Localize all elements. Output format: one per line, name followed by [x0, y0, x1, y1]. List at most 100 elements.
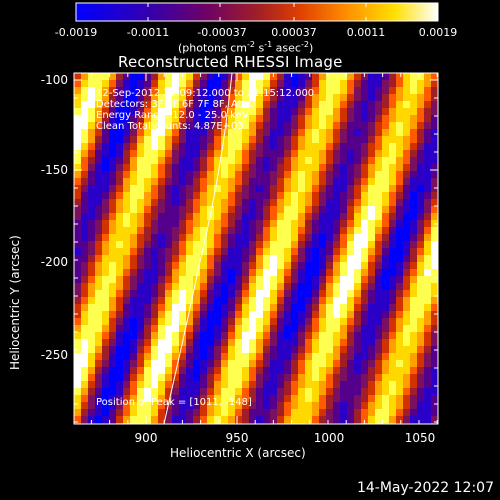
image-pixel	[319, 409, 327, 417]
image-pixel	[312, 388, 320, 396]
image-pixel	[165, 227, 173, 235]
image-pixel	[172, 199, 180, 207]
image-pixel	[333, 283, 341, 291]
image-pixel	[102, 143, 110, 151]
image-pixel	[333, 297, 341, 305]
image-pixel	[116, 304, 124, 312]
image-pixel	[410, 346, 418, 354]
image-pixel	[200, 192, 208, 200]
image-pixel	[298, 318, 306, 326]
image-pixel	[375, 206, 383, 214]
image-pixel	[396, 234, 404, 242]
image-pixel	[116, 248, 124, 256]
image-pixel	[179, 94, 187, 102]
image-pixel	[417, 311, 425, 319]
image-pixel	[228, 241, 236, 249]
image-pixel	[256, 269, 264, 277]
image-pixel	[123, 73, 131, 81]
image-pixel	[382, 297, 390, 305]
image-pixel	[424, 192, 432, 200]
image-pixel	[109, 276, 117, 284]
image-pixel	[396, 402, 404, 410]
image-pixel	[165, 122, 173, 130]
image-pixel	[410, 73, 418, 81]
image-pixel	[158, 192, 166, 200]
image-pixel	[235, 367, 243, 375]
image-pixel	[326, 283, 334, 291]
image-pixel	[319, 150, 327, 158]
image-pixel	[130, 80, 138, 88]
image-pixel	[277, 416, 285, 424]
image-pixel	[298, 339, 306, 347]
image-pixel	[158, 157, 166, 165]
image-pixel	[172, 339, 180, 347]
image-pixel	[151, 227, 159, 235]
image-pixel	[249, 381, 257, 389]
image-pixel	[312, 402, 320, 410]
image-pixel	[368, 199, 376, 207]
image-pixel	[354, 381, 362, 389]
image-pixel	[123, 381, 131, 389]
image-pixel	[109, 227, 117, 235]
image-pixel	[277, 115, 285, 123]
image-pixel	[354, 360, 362, 368]
image-pixel	[88, 402, 96, 410]
image-pixel	[95, 150, 103, 158]
image-pixel	[179, 241, 187, 249]
image-pixel	[109, 185, 117, 193]
image-pixel	[214, 206, 222, 214]
image-pixel	[361, 409, 369, 417]
image-pixel	[228, 143, 236, 151]
image-pixel	[256, 304, 264, 312]
image-pixel	[375, 185, 383, 193]
image-pixel	[312, 395, 320, 403]
image-pixel	[102, 402, 110, 410]
image-pixel	[256, 381, 264, 389]
image-pixel	[312, 248, 320, 256]
image-pixel	[417, 381, 425, 389]
image-pixel	[347, 325, 355, 333]
image-pixel	[319, 311, 327, 319]
image-pixel	[130, 276, 138, 284]
image-pixel	[186, 395, 194, 403]
image-pixel	[277, 248, 285, 256]
image-pixel	[298, 178, 306, 186]
image-pixel	[256, 122, 264, 130]
image-pixel	[151, 199, 159, 207]
image-pixel	[144, 220, 152, 228]
image-pixel	[368, 73, 376, 81]
image-pixel	[389, 94, 397, 102]
image-pixel	[256, 367, 264, 375]
image-pixel	[382, 374, 390, 382]
image-pixel	[284, 164, 292, 172]
image-pixel	[249, 143, 257, 151]
image-pixel	[277, 402, 285, 410]
colorbar-frame	[75, 2, 439, 22]
image-pixel	[235, 143, 243, 151]
image-pixel	[361, 248, 369, 256]
image-pixel	[207, 297, 215, 305]
image-pixel	[102, 374, 110, 382]
image-pixel	[270, 367, 278, 375]
image-pixel	[403, 402, 411, 410]
image-pixel	[207, 87, 215, 95]
image-pixel	[417, 94, 425, 102]
image-pixel	[235, 115, 243, 123]
axis-ticks	[74, 73, 438, 424]
image-pixel	[333, 213, 341, 221]
image-pixel	[193, 241, 201, 249]
image-pixel	[403, 227, 411, 235]
image-pixel	[221, 87, 229, 95]
image-pixel	[396, 332, 404, 340]
image-pixel	[179, 220, 187, 228]
image-pixel	[186, 206, 194, 214]
image-pixel	[340, 157, 348, 165]
image-pixel	[81, 234, 89, 242]
image-pixel	[172, 402, 180, 410]
image-pixel	[291, 402, 299, 410]
image-pixel	[298, 192, 306, 200]
info-peak-position: Position of Peak = [1011, -148]	[96, 397, 252, 408]
image-pixel	[95, 339, 103, 347]
image-pixel	[382, 248, 390, 256]
image-pixel	[256, 115, 264, 123]
